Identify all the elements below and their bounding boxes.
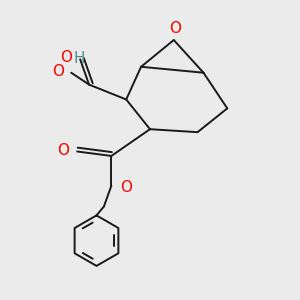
Text: H: H <box>74 51 85 66</box>
Text: O: O <box>57 142 69 158</box>
Text: O: O <box>60 50 72 65</box>
Text: O: O <box>120 180 132 195</box>
Text: O: O <box>169 21 181 36</box>
Text: O: O <box>52 64 64 79</box>
